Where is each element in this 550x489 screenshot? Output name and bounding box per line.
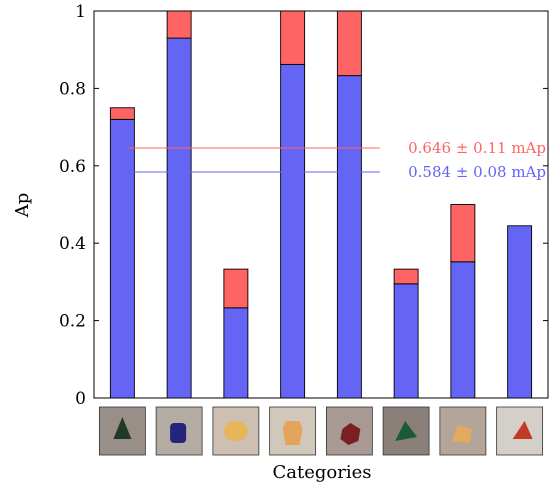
- bar-base-6: [450, 261, 476, 399]
- bar-base-7: [507, 225, 533, 399]
- thumbnail-hexagonal-prism: [269, 406, 317, 456]
- tri-prism-shape: [451, 425, 472, 443]
- mean-label-1: 0.584 ± 0.08 mAp: [408, 163, 546, 181]
- thumbnail-cube: [325, 406, 373, 456]
- thumbnail-cone: [98, 406, 146, 456]
- y-tick-label: 0.6: [59, 157, 86, 177]
- bar-top-6: [450, 204, 476, 263]
- bar-top-2: [223, 268, 249, 309]
- plot-frame: [93, 10, 549, 399]
- bar-base-3: [280, 63, 306, 399]
- bar-base-1: [166, 37, 192, 399]
- tetrahedron-shape: [512, 421, 533, 439]
- bar-base-5: [393, 283, 419, 399]
- hex-prism-shape: [282, 421, 303, 445]
- thumbnail-cylinder: [155, 406, 203, 456]
- mean-label-0: 0.646 ± 0.11 mAp: [408, 139, 546, 157]
- y-tick-label: 0: [75, 389, 86, 409]
- plot-area: 0 0.2 0.4 0.6 0.8 1 0.646 ± 0.11 mAp 0.584 ± 0.…: [59, 2, 549, 409]
- bar-top-0: [109, 107, 135, 120]
- bar-top-1: [166, 10, 192, 39]
- bar-base-2: [223, 307, 249, 399]
- cone-shape: [113, 417, 132, 439]
- bar-base-0: [109, 118, 135, 399]
- dome-shape: [223, 421, 248, 441]
- x-axis-title: Categories: [273, 462, 372, 483]
- thumbnail-pyramid: [382, 406, 430, 456]
- bar-base-4: [336, 75, 362, 399]
- category-thumbnails: [98, 406, 544, 456]
- pyramid-shape: [395, 421, 418, 441]
- y-axis-title: Ap: [12, 193, 33, 219]
- y-tick-label: 0.4: [59, 234, 86, 254]
- thumbnail-dome: [212, 406, 260, 456]
- thumbnail-tetrahedron: [496, 406, 544, 456]
- bar-top-3: [280, 10, 306, 65]
- bar-top-4: [336, 10, 362, 77]
- bar-top-5: [393, 268, 419, 285]
- y-tick-label: 1: [75, 2, 86, 22]
- cylinder-shape: [170, 423, 187, 443]
- thumbnail-triangular-prism: [439, 406, 487, 456]
- y-tick-label: 0.2: [59, 312, 86, 332]
- y-tick-label: 0.8: [59, 79, 86, 99]
- cube-shape: [340, 423, 361, 445]
